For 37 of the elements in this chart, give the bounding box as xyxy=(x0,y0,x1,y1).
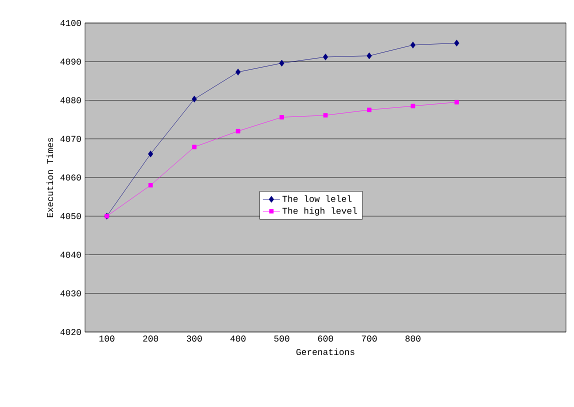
point xyxy=(410,42,416,48)
point xyxy=(279,60,284,67)
x-tick-label: 600 xyxy=(318,336,334,342)
legend-label: The high level xyxy=(282,207,357,216)
y-tick-label: 4030 xyxy=(60,290,81,296)
x-tick-label: 500 xyxy=(274,336,290,342)
point xyxy=(322,54,328,60)
y-tick-label: 4070 xyxy=(60,136,81,142)
point xyxy=(280,115,284,120)
x-tick-label: 400 xyxy=(230,336,246,342)
y-tick-label: 4100 xyxy=(60,20,81,26)
legend-label: The low lelel xyxy=(282,195,352,202)
point xyxy=(192,96,197,102)
y-tick-label: 4020 xyxy=(60,328,81,336)
x-tick-label: 200 xyxy=(143,336,158,342)
y-tick-label: 4050 xyxy=(60,213,81,220)
point xyxy=(148,150,154,158)
point xyxy=(323,113,328,118)
y-axis-title: Execution Times xyxy=(46,138,54,218)
y-tick-label: 4080 xyxy=(60,97,81,104)
x-tick-label: 100 xyxy=(99,336,114,342)
x-axis-title: Gerenations xyxy=(296,348,354,356)
point xyxy=(410,104,416,108)
point xyxy=(366,52,372,60)
x-tick-label: 700 xyxy=(362,336,377,342)
point xyxy=(192,144,197,150)
x-tick-label: 300 xyxy=(186,336,202,342)
point xyxy=(148,183,153,188)
x-tick-label: 800 xyxy=(405,336,420,342)
point xyxy=(236,128,240,134)
point xyxy=(235,68,241,76)
y-tick-label: 4060 xyxy=(60,174,81,181)
point xyxy=(454,100,459,104)
point xyxy=(367,108,372,112)
y-tick-label: 4090 xyxy=(60,58,81,65)
point xyxy=(454,40,460,46)
y-tick-label: 4040 xyxy=(60,252,81,258)
